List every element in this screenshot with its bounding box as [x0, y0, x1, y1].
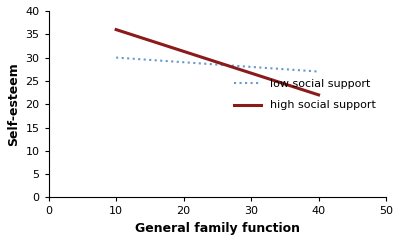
Legend: low social support, high social support: low social support, high social support — [229, 75, 380, 115]
X-axis label: General family function: General family function — [135, 222, 300, 235]
Y-axis label: Self-esteem: Self-esteem — [7, 62, 20, 146]
